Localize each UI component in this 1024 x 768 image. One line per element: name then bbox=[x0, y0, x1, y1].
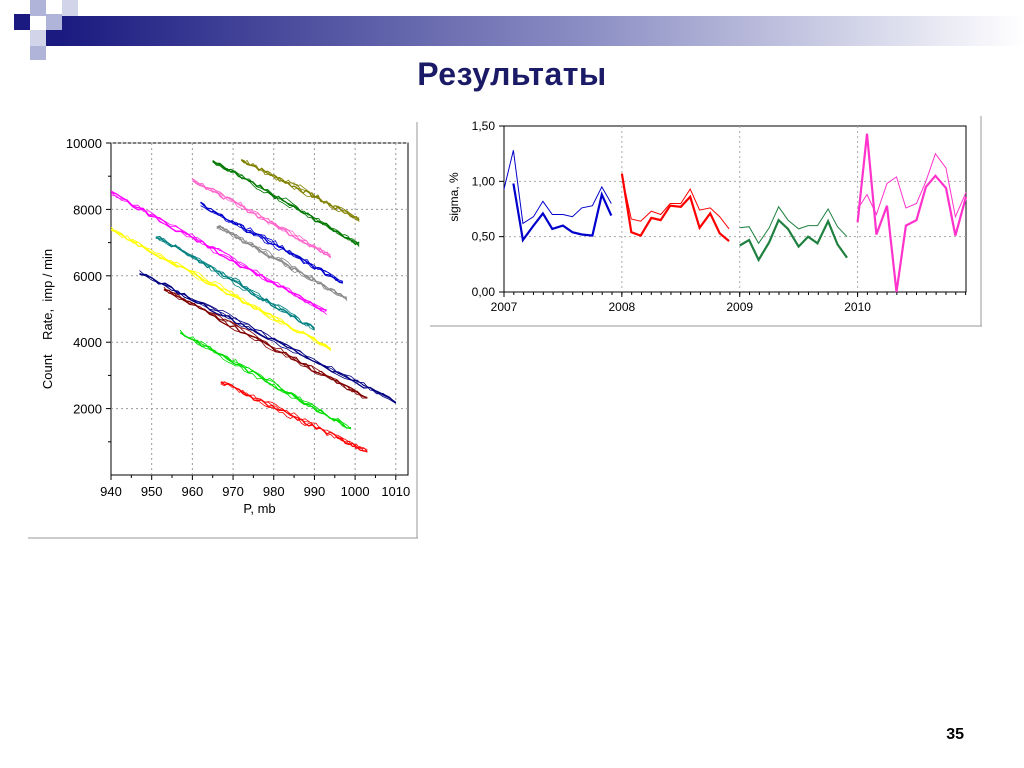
series-group bbox=[111, 158, 397, 453]
y-tick-label: 2000 bbox=[73, 402, 102, 417]
x-tick-label: 970 bbox=[222, 484, 244, 499]
x-tick-label: 1010 bbox=[381, 484, 410, 499]
series-line bbox=[179, 332, 352, 430]
series-line bbox=[111, 229, 331, 349]
x-tick-label: 960 bbox=[182, 484, 204, 499]
series-line bbox=[216, 226, 348, 298]
series-line bbox=[111, 192, 327, 312]
series-line bbox=[739, 205, 848, 245]
page-number: 35 bbox=[946, 726, 964, 743]
series-line bbox=[503, 150, 612, 225]
corner-decoration bbox=[14, 0, 1024, 60]
series-line bbox=[200, 205, 344, 282]
deco-square-light-2 bbox=[46, 14, 62, 30]
y-tick-label: 0,50 bbox=[472, 230, 496, 244]
series-line bbox=[163, 289, 368, 399]
series-line bbox=[216, 226, 348, 301]
series-line bbox=[212, 160, 360, 247]
series-line bbox=[620, 173, 730, 242]
count-rate-pressure-chart: 940 950 960 970 980 990 1000 1010 2000 4000 6000 80… bbox=[28, 122, 418, 539]
y-tick-label: 1,00 bbox=[472, 174, 496, 188]
series-line bbox=[155, 236, 315, 331]
slide-title: Результаты bbox=[417, 56, 607, 92]
plot-area bbox=[503, 125, 967, 293]
series-line bbox=[192, 178, 331, 255]
series-line bbox=[111, 191, 327, 315]
series-line bbox=[200, 202, 343, 283]
series-line bbox=[856, 133, 968, 293]
deco-square-dark-2 bbox=[46, 30, 62, 46]
x-tick-label: 2009 bbox=[726, 300, 753, 314]
series-line bbox=[739, 218, 848, 263]
series-group bbox=[503, 133, 968, 293]
y-tick-label: 10000 bbox=[66, 136, 102, 151]
y-tick-label: 0,00 bbox=[472, 285, 496, 299]
deco-square-light-4 bbox=[30, 46, 46, 60]
series-line bbox=[621, 175, 730, 230]
deco-square-light-5 bbox=[62, 0, 78, 16]
y-tick-label: 8000 bbox=[73, 202, 102, 217]
sigma-time-chart: 0,00 0,50 1,00 1,50 2007 2008 2009 2010 sigma, % bbox=[430, 116, 982, 327]
series-line bbox=[220, 382, 368, 452]
x-tick-label: 940 bbox=[100, 484, 122, 499]
x-axis-label: P, mb bbox=[243, 501, 275, 516]
series-line bbox=[111, 229, 331, 351]
x-tick-label: 2010 bbox=[844, 300, 871, 314]
series-line bbox=[179, 332, 352, 430]
y-tick-label: 4000 bbox=[73, 335, 102, 350]
y-axis-label: Count Rate, imp / min bbox=[40, 249, 55, 389]
x-tick-label: 2008 bbox=[609, 300, 636, 314]
deco-square-light-1 bbox=[30, 0, 46, 16]
series-line bbox=[111, 194, 327, 312]
x-tick-label: 990 bbox=[304, 484, 326, 499]
x-tick-label: 1000 bbox=[341, 484, 370, 499]
x-tick-label: 950 bbox=[141, 484, 163, 499]
series-line bbox=[212, 161, 360, 245]
top-band bbox=[60, 16, 1024, 46]
series-line bbox=[139, 272, 397, 404]
x-tick-label: 2007 bbox=[491, 300, 518, 314]
series-line bbox=[192, 181, 332, 258]
y-tick-label: 6000 bbox=[73, 269, 102, 284]
series-line bbox=[241, 160, 360, 221]
series-line bbox=[139, 273, 397, 403]
series-line bbox=[512, 183, 613, 243]
series-line bbox=[155, 237, 315, 331]
series-line bbox=[240, 159, 360, 221]
y-tick-label: 1,50 bbox=[472, 119, 496, 133]
x-tick-label: 980 bbox=[263, 484, 285, 499]
deco-square-light-3 bbox=[30, 30, 46, 46]
deco-square-dark-1 bbox=[14, 14, 30, 30]
y-axis-label: sigma, % bbox=[447, 172, 461, 222]
series-line bbox=[155, 237, 315, 330]
series-line bbox=[179, 329, 352, 429]
